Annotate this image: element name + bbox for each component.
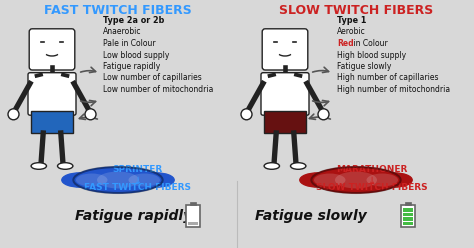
FancyBboxPatch shape: [403, 213, 413, 216]
FancyBboxPatch shape: [28, 73, 76, 115]
FancyBboxPatch shape: [262, 29, 308, 70]
Text: Low number of capillaries: Low number of capillaries: [103, 73, 202, 83]
Ellipse shape: [128, 174, 160, 186]
Ellipse shape: [291, 163, 306, 169]
FancyBboxPatch shape: [29, 29, 75, 70]
Ellipse shape: [97, 172, 139, 188]
Text: MARATHONER: MARATHONER: [337, 165, 408, 175]
Text: Fatigue slowly: Fatigue slowly: [337, 62, 392, 71]
Text: SLOW TWITCH FIBERS: SLOW TWITCH FIBERS: [279, 4, 433, 17]
Ellipse shape: [264, 163, 280, 169]
Text: Fatigue rapidly: Fatigue rapidly: [75, 209, 192, 223]
FancyBboxPatch shape: [405, 202, 411, 205]
Circle shape: [85, 109, 96, 120]
Ellipse shape: [311, 167, 401, 193]
FancyBboxPatch shape: [264, 111, 306, 133]
FancyBboxPatch shape: [261, 73, 309, 115]
Text: FAST TWITCH FIBERS: FAST TWITCH FIBERS: [44, 4, 192, 17]
Text: Anaerobic: Anaerobic: [103, 28, 142, 36]
FancyBboxPatch shape: [401, 205, 415, 227]
FancyBboxPatch shape: [190, 202, 196, 205]
FancyBboxPatch shape: [403, 217, 413, 220]
Ellipse shape: [76, 174, 108, 186]
Text: Aerobic: Aerobic: [337, 28, 366, 36]
Ellipse shape: [73, 167, 163, 193]
Ellipse shape: [335, 172, 377, 188]
Text: High number of mitochondria: High number of mitochondria: [337, 85, 450, 94]
FancyBboxPatch shape: [31, 111, 73, 133]
Circle shape: [318, 109, 329, 120]
Text: ↓: ↓: [368, 176, 376, 186]
Text: Low blood supply: Low blood supply: [103, 51, 169, 60]
FancyBboxPatch shape: [186, 205, 200, 227]
Ellipse shape: [31, 163, 46, 169]
Text: High blood supply: High blood supply: [337, 51, 406, 60]
Circle shape: [241, 109, 252, 120]
Ellipse shape: [137, 173, 174, 187]
Text: Fatigue slowly: Fatigue slowly: [255, 209, 367, 223]
FancyBboxPatch shape: [403, 208, 413, 212]
Text: SPRINTER: SPRINTER: [113, 165, 163, 175]
Ellipse shape: [300, 173, 337, 187]
Ellipse shape: [314, 174, 346, 186]
Text: Red: Red: [337, 39, 354, 48]
Ellipse shape: [62, 173, 99, 187]
Text: Pale in Colour: Pale in Colour: [103, 39, 155, 48]
Circle shape: [8, 109, 19, 120]
Ellipse shape: [57, 163, 73, 169]
Text: ↓: ↓: [134, 176, 142, 186]
Text: Type 1: Type 1: [337, 16, 366, 25]
Text: Low number of mitochondria: Low number of mitochondria: [103, 85, 213, 94]
FancyBboxPatch shape: [188, 221, 198, 225]
FancyBboxPatch shape: [403, 221, 413, 225]
Text: SLOW TWITCH FIBERS: SLOW TWITCH FIBERS: [316, 184, 428, 192]
Text: FAST TWITCH FIBERS: FAST TWITCH FIBERS: [84, 184, 191, 192]
Text: in Colour: in Colour: [351, 39, 388, 48]
Ellipse shape: [366, 174, 398, 186]
Text: Fatigue rapidly: Fatigue rapidly: [103, 62, 160, 71]
Text: High number of capillaries: High number of capillaries: [337, 73, 438, 83]
Ellipse shape: [375, 173, 412, 187]
Text: Type 2a or 2b: Type 2a or 2b: [103, 16, 164, 25]
